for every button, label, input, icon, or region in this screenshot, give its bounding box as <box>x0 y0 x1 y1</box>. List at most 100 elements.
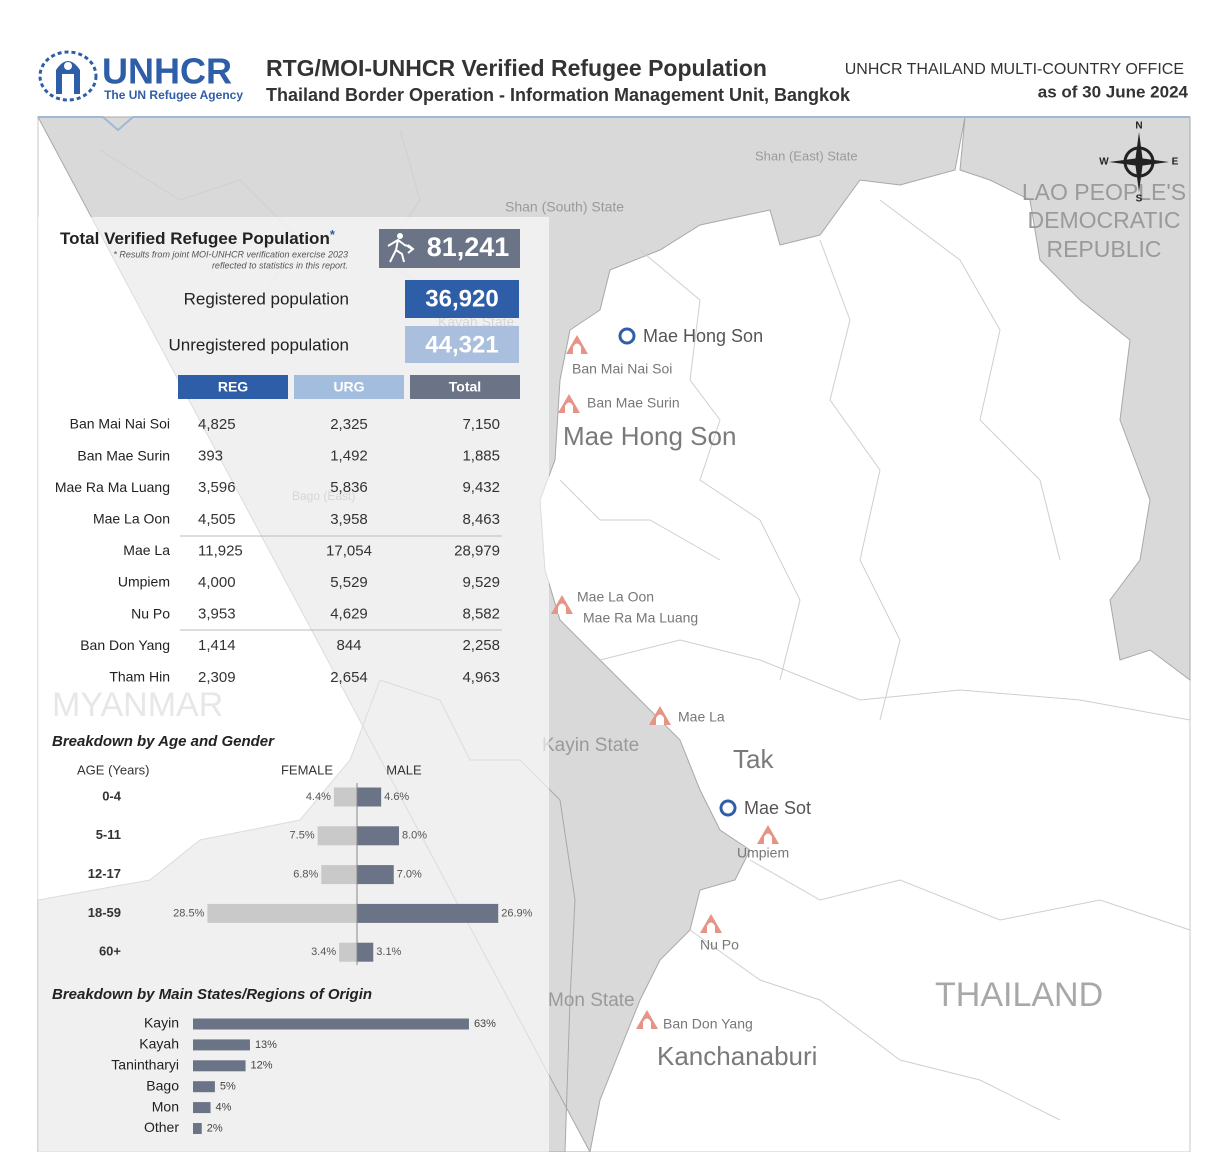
walking-icon <box>387 238 415 263</box>
urg-value: 17,054 <box>326 542 372 559</box>
town-label: Mae Sot <box>744 798 811 818</box>
age-label: 18-59 <box>88 905 121 920</box>
camp-label: Mae Ra Ma Luang <box>583 610 698 626</box>
province-label: Mae Hong Son <box>563 421 736 451</box>
camp-name: Tham Hin <box>109 669 170 685</box>
camp-icon-door <box>565 402 573 413</box>
male-bar <box>357 865 394 885</box>
total-label-text: Total Verified Refugee Population <box>60 229 330 248</box>
total-value-cell: 2,258 <box>462 637 500 654</box>
male-label: 8.0% <box>402 830 427 842</box>
urg-value: 5,836 <box>330 479 368 496</box>
origin-bar <box>193 1060 246 1072</box>
header-bg <box>0 0 1222 116</box>
reg-value: 2,309 <box>198 669 236 686</box>
table-header: URG <box>333 379 364 395</box>
origin-bar <box>193 1039 250 1051</box>
male-bar <box>357 942 374 962</box>
walking-icon-head <box>397 233 403 239</box>
camp-label: Umpiem <box>737 845 789 861</box>
region-label: Mon State <box>548 990 635 1011</box>
female-label: 6.8% <box>293 869 318 881</box>
male-label: 26.9% <box>501 907 532 919</box>
urg-value: 2,654 <box>330 669 368 686</box>
camp-icon-door <box>707 922 715 933</box>
header-rule <box>38 116 1190 132</box>
region-label: Shan (East) State <box>755 148 858 163</box>
reg-value: 3,953 <box>198 606 236 623</box>
urg-value: 1,492 <box>330 448 368 465</box>
total-value-cell: 4,963 <box>462 669 500 686</box>
country-label: DEMOCRATIC <box>1028 207 1181 233</box>
origin-label: Tanintharyi <box>111 1057 179 1073</box>
admin-boundary <box>599 639 1191 721</box>
male-bar <box>357 903 499 923</box>
female-bar <box>339 942 357 962</box>
origin-label: Kayah <box>139 1036 179 1052</box>
urg-value: 5,529 <box>330 574 368 591</box>
female-bar <box>207 903 357 923</box>
unregistered-value: 44,321 <box>425 331 498 358</box>
title: RTG/MOI-UNHCR Verified Refugee Populatio… <box>266 55 767 81</box>
total-value-cell: 28,979 <box>454 542 500 559</box>
chart-title: Breakdown by Main States/Regions of Orig… <box>52 986 372 1003</box>
admin-boundary <box>749 859 1191 931</box>
camp-label: Ban Don Yang <box>663 1016 753 1032</box>
total-label: Total Verified Refugee Population* <box>60 227 336 248</box>
town-marker <box>719 799 737 817</box>
camp-name: Mae La Oon <box>93 511 170 527</box>
camp-name: Ban Mai Nai Soi <box>70 416 170 432</box>
origin-label: Mon <box>152 1098 179 1114</box>
table-header-cell <box>410 375 520 399</box>
camp-name: Umpiem <box>118 574 170 590</box>
admin-boundary <box>819 239 901 721</box>
camp-label: Mae La Oon <box>577 589 654 605</box>
note: * Results from joint MOI-UNHCR verificat… <box>113 249 348 259</box>
male-label: 7.0% <box>397 869 422 881</box>
chart-title: Breakdown by Age and Gender <box>52 733 275 750</box>
male-bar <box>357 787 382 807</box>
compass-letter: N <box>1135 121 1142 132</box>
logo-name: UNHCR <box>102 51 232 92</box>
female-bar <box>321 865 357 885</box>
female-bar <box>333 787 357 807</box>
female-label: 28.5% <box>173 907 204 919</box>
total-asterisk: * <box>330 227 336 242</box>
town-label: Mae Hong Son <box>643 326 763 346</box>
unregistered-label: Unregistered population <box>168 335 349 354</box>
date: as of 30 June 2024 <box>1038 82 1189 101</box>
compass-needle <box>1109 132 1169 192</box>
note: reflected to statistics in this report. <box>212 260 348 270</box>
registered-value: 36,920 <box>425 285 498 312</box>
region-label: Shan (South) State <box>505 199 624 215</box>
age-label: 5-11 <box>96 827 121 842</box>
urg-value: 844 <box>336 637 361 654</box>
urg-value: 3,958 <box>330 511 368 528</box>
reg-value: 11,925 <box>198 542 243 559</box>
province-label: Tak <box>733 744 774 774</box>
camp-label: Mae La <box>678 709 725 725</box>
table-header-cell <box>294 375 404 399</box>
origin-value: 13% <box>255 1039 277 1051</box>
table-header-cell <box>178 375 288 399</box>
registered-label: Registered population <box>184 289 349 308</box>
age-label: 60+ <box>99 944 121 959</box>
panel <box>38 217 549 1152</box>
origin-value: 5% <box>220 1081 236 1093</box>
male-bar <box>357 826 399 846</box>
origin-bar <box>193 1123 202 1134</box>
camp-icon-door <box>764 833 772 844</box>
male-label: 4.6% <box>384 791 409 803</box>
compass-letter: W <box>1099 157 1109 168</box>
camp-label: Ban Mai Nai Soi <box>572 361 672 377</box>
table-header: Total <box>449 379 481 395</box>
origin-value: 12% <box>251 1060 273 1072</box>
reg-value: 4,505 <box>198 511 236 528</box>
female-label: 7.5% <box>290 830 315 842</box>
camp-name: Mae Ra Ma Luang <box>55 479 170 495</box>
logo-laurel <box>38 50 98 102</box>
registered-box <box>405 280 519 318</box>
origin-label: Other <box>144 1119 179 1135</box>
axis-label: AGE (Years) <box>77 762 150 777</box>
